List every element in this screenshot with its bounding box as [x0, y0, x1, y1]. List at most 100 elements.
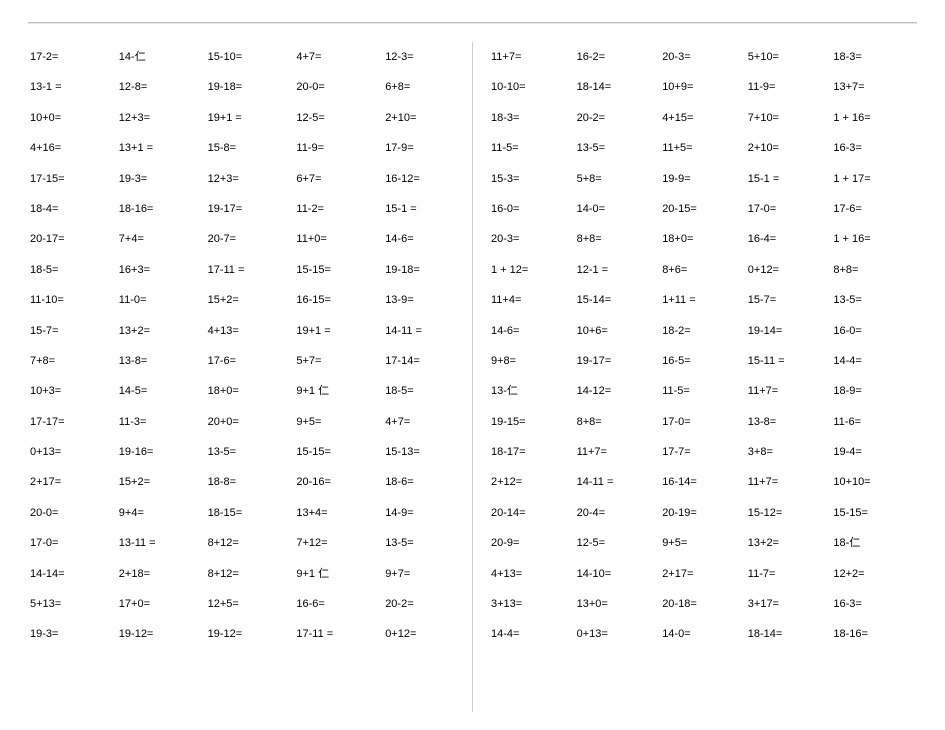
column: 16-2=18-14=20-2=13-5=5+8=14-0=8+8=12-1 =… — [575, 42, 661, 682]
equation-cell: 5+8= — [575, 164, 661, 194]
equation-cell: 7+12= — [294, 528, 383, 558]
equation-cell: 18-16= — [831, 619, 917, 649]
equation-cell: 1 + 16= — [831, 103, 917, 133]
equation-cell: 20-0= — [294, 72, 383, 102]
equation-cell: 12+5= — [206, 589, 295, 619]
equation-cell: 14-0= — [660, 619, 746, 649]
equation-cell: 2+17= — [28, 467, 117, 497]
equation-cell: 15-11 = — [746, 346, 832, 376]
right-half: 11+7=10-10=18-3=11-5=15-3=16-0=20-3=1 + … — [473, 42, 917, 682]
equation-cell: 17-15= — [28, 164, 117, 194]
equation-cell: 10+9= — [660, 72, 746, 102]
equation-cell: 20-18= — [660, 589, 746, 619]
equation-cell: 17-0= — [660, 407, 746, 437]
equation-cell: 16-3= — [831, 133, 917, 163]
equation-cell: 15-7= — [746, 285, 832, 315]
equation-cell: 19-12= — [117, 619, 206, 649]
equation-cell: 11-5= — [660, 376, 746, 406]
equation-cell: 11+4= — [489, 285, 575, 315]
equation-cell: 2+18= — [117, 559, 206, 589]
equation-cell: 18-14= — [746, 619, 832, 649]
equation-cell: 5+7= — [294, 346, 383, 376]
equation-cell: 9+8= — [489, 346, 575, 376]
equation-cell: 15-10= — [206, 42, 295, 72]
equation-cell: 11+7= — [575, 437, 661, 467]
equation-cell: 20-3= — [489, 224, 575, 254]
equation-cell: 12-3= — [383, 42, 472, 72]
equation-cell: 18-15= — [206, 498, 295, 528]
equation-cell: 14-5= — [117, 376, 206, 406]
equation-cell: 17+0= — [117, 589, 206, 619]
equation-cell: 0+13= — [28, 437, 117, 467]
equation-cell: 0+12= — [383, 619, 472, 649]
column: 4+7=20-0=12-5=11-9=6+7=11-2=11+0=15-15=1… — [294, 42, 383, 682]
equation-cell: 9+1 仁 — [294, 559, 383, 589]
equation-cell: 17-9= — [383, 133, 472, 163]
equation-cell: 9+4= — [117, 498, 206, 528]
equation-cell: 13-5= — [575, 133, 661, 163]
equation-cell: 16-4= — [746, 224, 832, 254]
equation-cell: 12-5= — [294, 103, 383, 133]
top-rule — [28, 22, 917, 24]
equation-cell: 17-0= — [28, 528, 117, 558]
equation-cell: 14-4= — [489, 619, 575, 649]
equation-cell: 13+1 = — [117, 133, 206, 163]
equation-cell: 15-13= — [383, 437, 472, 467]
equation-cell: 7+10= — [746, 103, 832, 133]
equation-cell: 13-8= — [746, 407, 832, 437]
equation-cell: 17-11 = — [294, 619, 383, 649]
equation-cell: 15+2= — [117, 467, 206, 497]
equation-cell: 15-1 = — [746, 164, 832, 194]
equation-cell: 15-7= — [28, 316, 117, 346]
equation-cell: 16-2= — [575, 42, 661, 72]
equation-cell: 2+12= — [489, 467, 575, 497]
equation-cell: 15+2= — [206, 285, 295, 315]
equation-cell: 18-2= — [660, 316, 746, 346]
equation-cell: 17-6= — [206, 346, 295, 376]
equation-cell: 13-5= — [206, 437, 295, 467]
equation-cell: 14-9= — [383, 498, 472, 528]
equation-cell: 20-3= — [660, 42, 746, 72]
equation-cell: 18-5= — [383, 376, 472, 406]
equation-cell: 14-14= — [28, 559, 117, 589]
equation-cell: 18-4= — [28, 194, 117, 224]
equation-cell: 3+17= — [746, 589, 832, 619]
equation-cell: 17-6= — [831, 194, 917, 224]
equation-cell: 11-5= — [489, 133, 575, 163]
equation-cell: 15-3= — [489, 164, 575, 194]
equation-cell: 4+7= — [294, 42, 383, 72]
equation-cell: 13-9= — [383, 285, 472, 315]
equation-cell: 7+8= — [28, 346, 117, 376]
equation-cell: 12-5= — [575, 528, 661, 558]
equation-cell: 12+2= — [831, 559, 917, 589]
equation-cell: 13+2= — [746, 528, 832, 558]
equation-cell: 20-9= — [489, 528, 575, 558]
column: 12-3=6+8=2+10=17-9=16-12=15-1 =14-6=19-1… — [383, 42, 472, 682]
equation-cell: 20-15= — [660, 194, 746, 224]
equation-cell: 18+0= — [206, 376, 295, 406]
equation-cell: 8+8= — [831, 255, 917, 285]
equation-cell: 18-9= — [831, 376, 917, 406]
column: 17-2=13-1 =10+0=4+16=17-15=18-4=20-17=18… — [28, 42, 117, 682]
equation-cell: 18-5= — [28, 255, 117, 285]
equation-cell: 4+7= — [383, 407, 472, 437]
equation-cell: 8+8= — [575, 224, 661, 254]
equation-cell: 1+11 = — [660, 285, 746, 315]
equation-cell: 8+6= — [660, 255, 746, 285]
equation-cell: 11+7= — [746, 467, 832, 497]
equation-cell: 13-5= — [831, 285, 917, 315]
equation-cell: 4+13= — [489, 559, 575, 589]
equation-cell: 15-15= — [294, 255, 383, 285]
equation-cell: 4+13= — [206, 316, 295, 346]
equation-cell: 14-仁 — [117, 42, 206, 72]
equation-cell: 5+10= — [746, 42, 832, 72]
equation-cell: 19-3= — [28, 619, 117, 649]
column: 11+7=10-10=18-3=11-5=15-3=16-0=20-3=1 + … — [473, 42, 575, 682]
equation-cell: 18-3= — [489, 103, 575, 133]
equation-cell: 11-6= — [831, 407, 917, 437]
equation-cell: 9+5= — [660, 528, 746, 558]
equation-cell: 19-17= — [206, 194, 295, 224]
equation-cell: 18-16= — [117, 194, 206, 224]
equation-cell: 13-11 = — [117, 528, 206, 558]
equation-cell: 19-4= — [831, 437, 917, 467]
